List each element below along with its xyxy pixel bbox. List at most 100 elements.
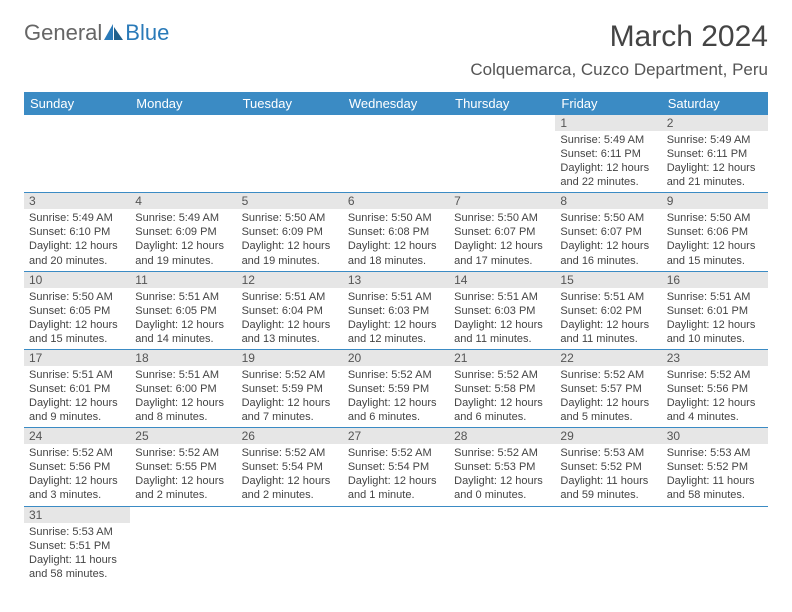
day-details: Sunrise: 5:50 AMSunset: 6:05 PMDaylight:… (24, 288, 130, 349)
sunset-text: Sunset: 6:07 PM (560, 225, 656, 239)
calendar-day-cell: 12Sunrise: 5:51 AMSunset: 6:04 PMDayligh… (237, 271, 343, 349)
day-number: 19 (237, 350, 343, 366)
sunrise-text: Sunrise: 5:50 AM (560, 211, 656, 225)
sail-icon (104, 20, 124, 46)
sunrise-text: Sunrise: 5:52 AM (454, 446, 550, 460)
daylight-text: Daylight: 12 hours and 2 minutes. (135, 474, 231, 502)
day-details: Sunrise: 5:51 AMSunset: 6:04 PMDaylight:… (237, 288, 343, 349)
sunset-text: Sunset: 6:10 PM (29, 225, 125, 239)
location-label: Colquemarca, Cuzco Department, Peru (470, 60, 768, 80)
daylight-text: Daylight: 12 hours and 7 minutes. (242, 396, 338, 424)
day-details: Sunrise: 5:52 AMSunset: 5:59 PMDaylight:… (343, 366, 449, 427)
day-number: 4 (130, 193, 236, 209)
calendar-day-cell: 18Sunrise: 5:51 AMSunset: 6:00 PMDayligh… (130, 349, 236, 427)
day-details: Sunrise: 5:53 AMSunset: 5:52 PMDaylight:… (662, 444, 768, 505)
daylight-text: Daylight: 12 hours and 16 minutes. (560, 239, 656, 267)
sunset-text: Sunset: 5:52 PM (560, 460, 656, 474)
day-number: 10 (24, 272, 130, 288)
sunrise-text: Sunrise: 5:50 AM (242, 211, 338, 225)
weekday-header: Tuesday (237, 92, 343, 115)
calendar-day-cell: 9Sunrise: 5:50 AMSunset: 6:06 PMDaylight… (662, 193, 768, 271)
month-title: March 2024 (470, 20, 768, 54)
sunset-text: Sunset: 5:57 PM (560, 382, 656, 396)
calendar-day-cell: 15Sunrise: 5:51 AMSunset: 6:02 PMDayligh… (555, 271, 661, 349)
day-number: 3 (24, 193, 130, 209)
daylight-text: Daylight: 12 hours and 6 minutes. (348, 396, 444, 424)
day-number: 14 (449, 272, 555, 288)
sunset-text: Sunset: 6:03 PM (348, 304, 444, 318)
calendar-day-cell (237, 506, 343, 584)
daylight-text: Daylight: 12 hours and 17 minutes. (454, 239, 550, 267)
daylight-text: Daylight: 12 hours and 1 minute. (348, 474, 444, 502)
calendar-day-cell: 20Sunrise: 5:52 AMSunset: 5:59 PMDayligh… (343, 349, 449, 427)
day-details: Sunrise: 5:53 AMSunset: 5:51 PMDaylight:… (24, 523, 130, 584)
calendar-day-cell: 7Sunrise: 5:50 AMSunset: 6:07 PMDaylight… (449, 193, 555, 271)
day-number: 15 (555, 272, 661, 288)
day-details: Sunrise: 5:50 AMSunset: 6:07 PMDaylight:… (555, 209, 661, 270)
sunset-text: Sunset: 6:08 PM (348, 225, 444, 239)
calendar-day-cell (237, 115, 343, 193)
day-number: 1 (555, 115, 661, 131)
day-number: 11 (130, 272, 236, 288)
daylight-text: Daylight: 12 hours and 3 minutes. (29, 474, 125, 502)
sunrise-text: Sunrise: 5:52 AM (242, 368, 338, 382)
sunrise-text: Sunrise: 5:49 AM (560, 133, 656, 147)
daylight-text: Daylight: 11 hours and 58 minutes. (667, 474, 763, 502)
day-details: Sunrise: 5:52 AMSunset: 5:57 PMDaylight:… (555, 366, 661, 427)
sunset-text: Sunset: 6:05 PM (135, 304, 231, 318)
day-details: Sunrise: 5:52 AMSunset: 5:55 PMDaylight:… (130, 444, 236, 505)
daylight-text: Daylight: 12 hours and 15 minutes. (29, 318, 125, 346)
day-details: Sunrise: 5:52 AMSunset: 5:54 PMDaylight:… (343, 444, 449, 505)
weekday-header: Saturday (662, 92, 768, 115)
calendar-day-cell: 6Sunrise: 5:50 AMSunset: 6:08 PMDaylight… (343, 193, 449, 271)
daylight-text: Daylight: 12 hours and 22 minutes. (560, 161, 656, 189)
sunrise-text: Sunrise: 5:52 AM (135, 446, 231, 460)
calendar-day-cell: 5Sunrise: 5:50 AMSunset: 6:09 PMDaylight… (237, 193, 343, 271)
sunrise-text: Sunrise: 5:50 AM (29, 290, 125, 304)
sunset-text: Sunset: 5:58 PM (454, 382, 550, 396)
daylight-text: Daylight: 12 hours and 12 minutes. (348, 318, 444, 346)
daylight-text: Daylight: 12 hours and 18 minutes. (348, 239, 444, 267)
calendar-day-cell (130, 506, 236, 584)
sunrise-text: Sunrise: 5:51 AM (135, 290, 231, 304)
day-number: 8 (555, 193, 661, 209)
calendar-day-cell: 4Sunrise: 5:49 AMSunset: 6:09 PMDaylight… (130, 193, 236, 271)
daylight-text: Daylight: 12 hours and 21 minutes. (667, 161, 763, 189)
day-number: 24 (24, 428, 130, 444)
day-number: 30 (662, 428, 768, 444)
sunrise-text: Sunrise: 5:49 AM (29, 211, 125, 225)
calendar-week-row: 10Sunrise: 5:50 AMSunset: 6:05 PMDayligh… (24, 271, 768, 349)
calendar-day-cell (449, 115, 555, 193)
daylight-text: Daylight: 12 hours and 14 minutes. (135, 318, 231, 346)
calendar-week-row: 17Sunrise: 5:51 AMSunset: 6:01 PMDayligh… (24, 349, 768, 427)
daylight-text: Daylight: 12 hours and 8 minutes. (135, 396, 231, 424)
day-number: 25 (130, 428, 236, 444)
calendar-week-row: 1Sunrise: 5:49 AMSunset: 6:11 PMDaylight… (24, 115, 768, 193)
calendar-day-cell (449, 506, 555, 584)
day-number: 31 (24, 507, 130, 523)
calendar-day-cell: 11 Sunrise: 5:51 AMSunset: 6:05 PMDayligh… (130, 271, 236, 349)
sunrise-text: Sunrise: 5:52 AM (348, 368, 444, 382)
daylight-text: Daylight: 11 hours and 59 minutes. (560, 474, 656, 502)
daylight-text: Daylight: 12 hours and 11 minutes. (560, 318, 656, 346)
weekday-header-row: Sunday Monday Tuesday Wednesday Thursday… (24, 92, 768, 115)
sunset-text: Sunset: 5:56 PM (667, 382, 763, 396)
day-number: 28 (449, 428, 555, 444)
sunrise-text: Sunrise: 5:52 AM (667, 368, 763, 382)
day-details: Sunrise: 5:49 AMSunset: 6:11 PMDaylight:… (555, 131, 661, 192)
sunset-text: Sunset: 6:01 PM (667, 304, 763, 318)
sunrise-text: Sunrise: 5:52 AM (560, 368, 656, 382)
calendar-day-cell: 13Sunrise: 5:51 AMSunset: 6:03 PMDayligh… (343, 271, 449, 349)
calendar-day-cell: 27Sunrise: 5:52 AMSunset: 5:54 PMDayligh… (343, 428, 449, 506)
sunset-text: Sunset: 5:59 PM (242, 382, 338, 396)
calendar-day-cell: 16Sunrise: 5:51 AMSunset: 6:01 PMDayligh… (662, 271, 768, 349)
calendar-day-cell (343, 506, 449, 584)
day-details: Sunrise: 5:51 AMSunset: 6:01 PMDaylight:… (662, 288, 768, 349)
day-details: Sunrise: 5:51 AMSunset: 6:01 PMDaylight:… (24, 366, 130, 427)
day-number: 13 (343, 272, 449, 288)
day-details: Sunrise: 5:52 AMSunset: 5:56 PMDaylight:… (24, 444, 130, 505)
sunset-text: Sunset: 5:55 PM (135, 460, 231, 474)
sunrise-text: Sunrise: 5:49 AM (135, 211, 231, 225)
title-block: March 2024 Colquemarca, Cuzco Department… (470, 20, 768, 80)
sunrise-text: Sunrise: 5:53 AM (667, 446, 763, 460)
